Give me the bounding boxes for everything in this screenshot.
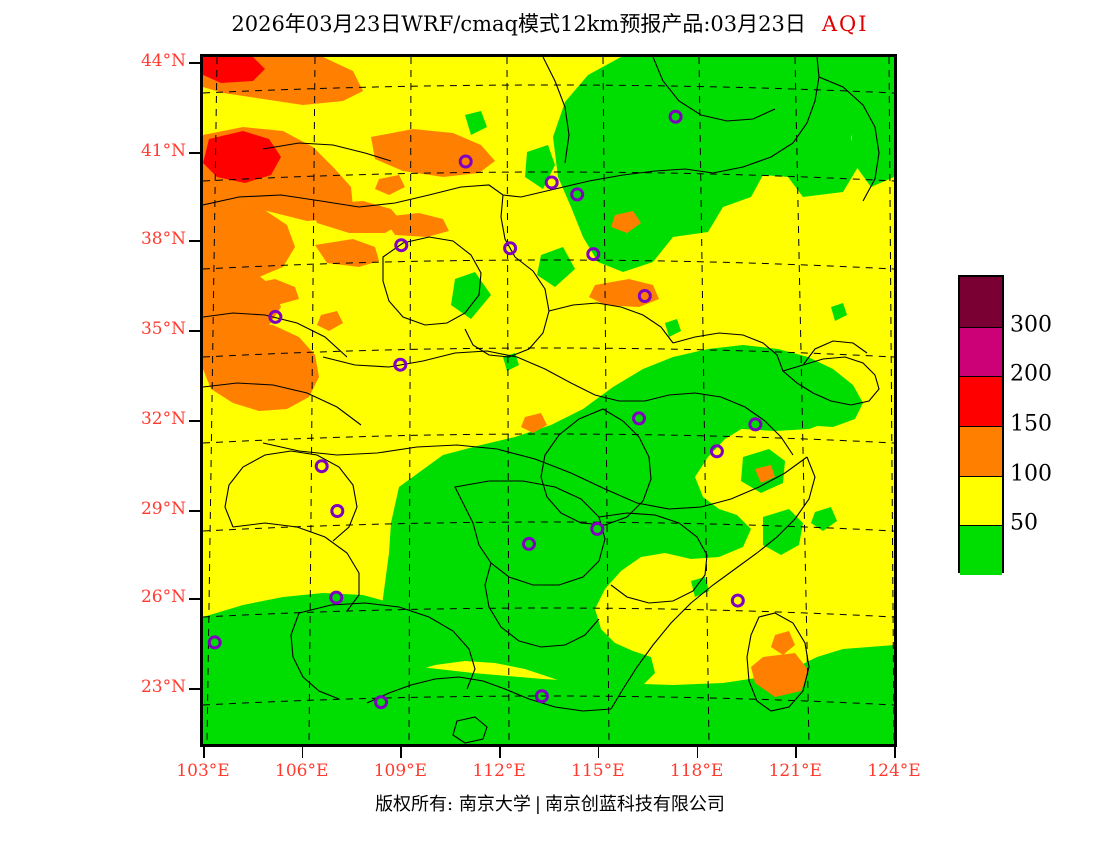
lon-tick-label-112: 112°E xyxy=(472,761,526,781)
colorbar-band-top xyxy=(960,277,1002,327)
lat-tick-mark xyxy=(189,420,200,422)
lon-tick-label-118: 118°E xyxy=(669,761,724,781)
title-main-text: 2026年03月23日WRF/cmaq模式12km预报产品:03月23日 xyxy=(231,12,806,36)
colorbar-band-100 xyxy=(960,475,1002,526)
colorbar-band-200 xyxy=(960,376,1002,426)
lat-tick-label-41: 41°N xyxy=(140,141,186,161)
colorbar-band-300 xyxy=(960,326,1002,377)
station-marker xyxy=(709,444,724,459)
colorbar-tick-50: 50 xyxy=(1010,510,1038,536)
station-marker xyxy=(748,417,763,432)
station-marker xyxy=(374,695,389,710)
station-marker xyxy=(314,459,329,474)
station-marker xyxy=(632,411,646,426)
lat-tick-mark xyxy=(189,688,200,690)
colorbar-tick-100: 100 xyxy=(1010,461,1052,487)
lon-tick-mark xyxy=(203,747,205,758)
lon-tick-label-106: 106°E xyxy=(275,761,329,781)
station-marker xyxy=(730,593,745,608)
lon-tick-label-115: 115°E xyxy=(571,761,625,781)
aqi-colorbar[interactable] xyxy=(958,275,1004,575)
footer-separator: | xyxy=(534,794,541,815)
colorbar-tick-200: 200 xyxy=(1010,361,1052,387)
lon-tick-label-103: 103°E xyxy=(176,761,230,781)
station-marker xyxy=(207,635,222,650)
lon-tick-mark xyxy=(696,747,699,758)
footer-copyright-text: 版权所有: 南京大学 xyxy=(375,794,531,815)
map-raster xyxy=(203,57,894,744)
lon-tick-label-124: 124°E xyxy=(867,761,921,781)
lon-tick-label-109: 109°E xyxy=(373,761,428,781)
station-markers xyxy=(207,109,763,710)
lat-tick-label-23: 23°N xyxy=(140,677,186,697)
colorbar-band-150 xyxy=(960,425,1002,476)
lon-tick-mark xyxy=(597,747,600,758)
colorbar-tick-300: 300 xyxy=(1010,312,1052,338)
station-marker xyxy=(330,504,345,518)
station-marker xyxy=(394,238,409,253)
lat-tick-label-26: 26°N xyxy=(140,587,186,607)
lat-tick-mark xyxy=(189,330,200,332)
lon-tick-label-121: 121°E xyxy=(768,761,822,781)
station-marker xyxy=(522,536,536,551)
forecast-map[interactable] xyxy=(200,54,897,747)
colorbar-tick-150: 150 xyxy=(1010,411,1052,437)
station-marker xyxy=(586,247,601,262)
lat-tick-label-44: 44°N xyxy=(140,51,186,71)
title-variable-label: AQI xyxy=(821,12,869,36)
footer-copyright: 版权所有: 南京大学 | 南京创蓝科技有限公司 xyxy=(0,790,1100,816)
lat-tick-label-38: 38°N xyxy=(140,229,186,249)
colorbar-band-50 xyxy=(960,525,1002,575)
lat-tick-mark xyxy=(189,62,200,64)
lon-tick-mark xyxy=(894,747,896,758)
lon-tick-mark xyxy=(499,747,501,758)
station-marker xyxy=(393,357,408,372)
lat-tick-mark xyxy=(189,598,200,600)
station-marker xyxy=(268,309,283,324)
station-marker xyxy=(668,109,683,124)
station-marker xyxy=(534,689,549,704)
lon-tick-mark xyxy=(400,747,402,758)
station-marker xyxy=(503,241,518,256)
lat-tick-mark xyxy=(189,240,200,242)
lon-tick-mark xyxy=(795,747,797,758)
station-marker xyxy=(570,187,585,202)
lon-tick-mark xyxy=(301,747,304,758)
station-marker xyxy=(637,289,652,303)
station-marker xyxy=(544,175,559,190)
lat-tick-mark xyxy=(189,510,200,512)
footer-company-text: 南京创蓝科技有限公司 xyxy=(544,794,725,815)
lat-tick-label-29: 29°N xyxy=(140,499,186,519)
station-marker xyxy=(458,154,473,169)
page-title: 2026年03月23日WRF/cmaq模式12km预报产品:03月23日 AQI xyxy=(0,8,1100,38)
lat-tick-label-35: 35°N xyxy=(140,319,186,339)
lat-tick-label-32: 32°N xyxy=(140,409,186,429)
station-marker xyxy=(590,521,605,536)
station-marker xyxy=(329,590,344,605)
lat-tick-mark xyxy=(189,152,200,154)
